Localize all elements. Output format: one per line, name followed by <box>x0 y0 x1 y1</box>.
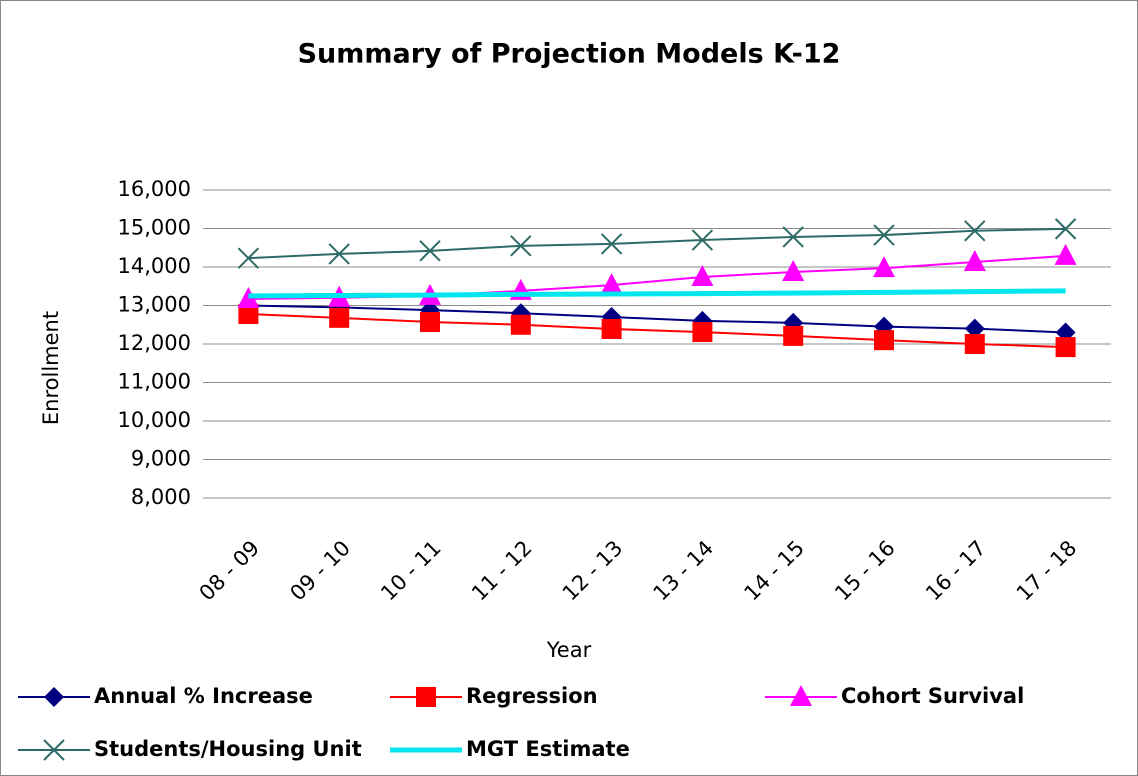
data-point <box>964 220 986 242</box>
y-tick-label: 15,000 <box>118 216 191 240</box>
x-axis-label: Year <box>546 638 592 662</box>
legend-marker <box>416 687 436 707</box>
data-point <box>238 303 259 324</box>
data-point <box>329 307 350 328</box>
legend-label: Students/Housing Unit <box>94 737 362 761</box>
y-tick-label: 10,000 <box>118 408 191 432</box>
y-tick-label: 8,000 <box>131 485 191 509</box>
legend-marker <box>44 687 64 707</box>
legend-label: Annual % Increase <box>94 684 313 708</box>
y-axis-label: Enrollment <box>39 311 63 425</box>
data-point <box>964 334 985 354</box>
data-point <box>873 224 895 246</box>
series-line <box>248 312 1066 349</box>
data-point <box>601 318 622 339</box>
data-point <box>1055 337 1076 358</box>
y-tick-label: 9,000 <box>131 447 191 471</box>
data-point <box>873 256 895 278</box>
data-point <box>1054 218 1077 240</box>
data-point <box>692 322 713 343</box>
data-point <box>874 330 894 351</box>
legend-marker <box>790 685 812 706</box>
data-point <box>237 247 260 269</box>
data-point <box>964 318 985 339</box>
data-point <box>237 286 260 308</box>
data-point <box>963 249 986 271</box>
y-tick-label: 12,000 <box>118 331 191 355</box>
data-point <box>782 260 805 282</box>
y-tick-label: 16,000 <box>118 177 191 201</box>
data-point <box>600 273 623 295</box>
legend-label: Cohort Survival <box>841 684 1024 708</box>
data-point <box>600 233 623 255</box>
series-line <box>248 227 1066 260</box>
data-point <box>782 226 804 248</box>
series-line <box>248 304 1066 334</box>
data-point <box>691 229 714 251</box>
data-point <box>510 314 531 335</box>
data-point <box>420 312 440 333</box>
series-line <box>248 288 1066 299</box>
legend-marker <box>43 739 65 761</box>
y-tick-label: 13,000 <box>118 293 191 317</box>
data-point <box>419 240 441 262</box>
data-point <box>691 265 714 287</box>
data-point <box>783 325 804 346</box>
data-point <box>1054 243 1077 265</box>
y-tick-label: 14,000 <box>118 254 191 278</box>
legend-label: Regression <box>466 684 598 708</box>
data-point <box>328 243 350 265</box>
chart-title: Summary of Projection Models K-12 <box>298 39 841 70</box>
legend-label: MGT Estimate <box>466 737 630 761</box>
y-tick-label: 11,000 <box>118 370 191 394</box>
data-point <box>510 235 532 257</box>
